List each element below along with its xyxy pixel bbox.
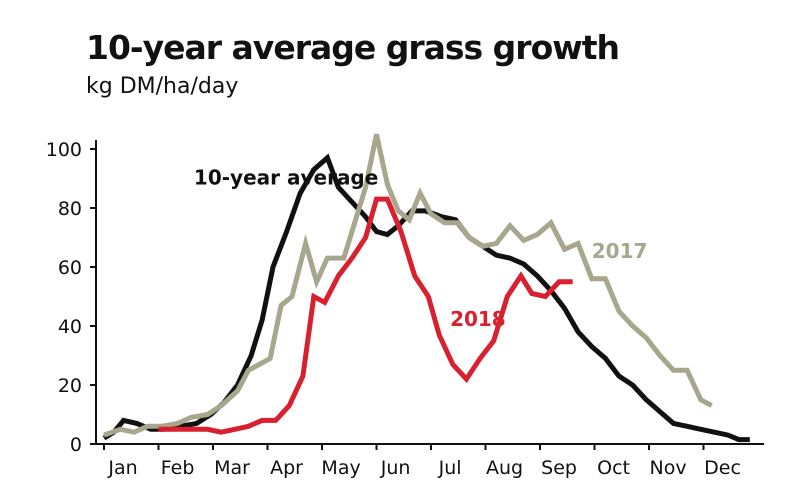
- x-tick-label: Aug: [486, 457, 523, 479]
- y-tick-label: 20: [58, 375, 82, 397]
- x-tick-label: Jan: [107, 457, 137, 479]
- series-line-2017: [103, 133, 713, 438]
- y-tick-label: 40: [58, 316, 82, 338]
- chart-subtitle: kg DM/ha/day: [86, 74, 239, 99]
- x-tick-label: Apr: [270, 457, 303, 479]
- series-label-10-year-average: 10-year average: [194, 165, 378, 189]
- y-tick-label: 80: [58, 198, 82, 220]
- chart-title: 10-year average grass growth: [86, 28, 620, 67]
- series-label-2017: 2017: [592, 239, 648, 263]
- series-label-2018: 2018: [450, 307, 506, 331]
- y-tick-label: 0: [70, 434, 82, 456]
- x-tick-label: Jul: [438, 457, 462, 479]
- x-tick-label: Nov: [650, 457, 687, 479]
- series-lines: [102, 133, 750, 443]
- x-tick-label: Mar: [214, 457, 250, 479]
- y-axis: 0 20 40 60 80 100: [46, 139, 97, 456]
- x-tick-label: Sep: [541, 457, 577, 479]
- x-tick-label: May: [321, 457, 360, 479]
- series-labels: 10-year average 2017 2018: [194, 165, 648, 331]
- x-tick-label: Jun: [380, 457, 411, 479]
- x-tick-label: Dec: [704, 457, 741, 479]
- x-axis: Jan Feb Mar Apr May Jun Jul Aug Sep Oct Nov Dec: [96, 443, 764, 479]
- y-tick-label: 100: [46, 139, 82, 161]
- x-tick-label: Oct: [597, 457, 630, 479]
- series-line-2018: [158, 196, 573, 435]
- x-tick-label: Feb: [161, 457, 195, 479]
- y-tick-label: 60: [58, 257, 82, 279]
